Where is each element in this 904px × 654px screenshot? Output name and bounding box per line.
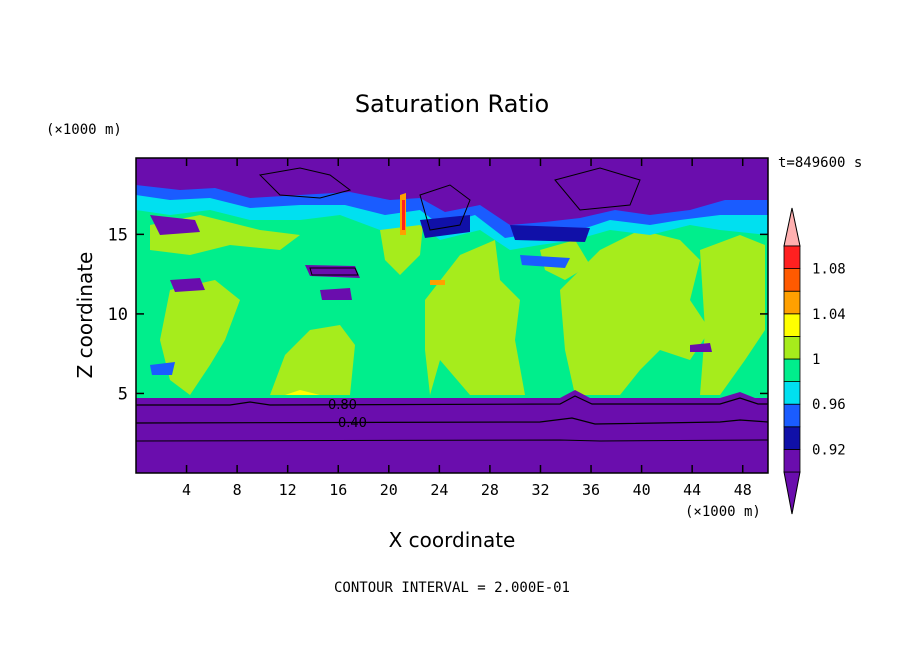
plot-frame [135, 157, 769, 474]
colorbar-swatch [783, 290, 801, 315]
field-region-purple [690, 343, 712, 352]
colorbar-label: 0.96 [812, 397, 846, 413]
x-tick-label: 48 [734, 481, 752, 499]
y-tick-label: 15 [108, 225, 128, 245]
field-lower-dry-layer [136, 390, 768, 473]
colorbar-swatch [783, 268, 801, 292]
x-tick-label: 40 [633, 481, 651, 499]
field-region-yellow [285, 390, 320, 395]
colorbar-under-triangle [783, 471, 801, 515]
field-region-lime [425, 240, 525, 395]
field-region-purple [305, 265, 360, 278]
time-label: t=849600 s [778, 155, 862, 171]
colorbar-swatch [783, 381, 801, 405]
field-region-purple [170, 278, 205, 292]
field-region-red [402, 200, 405, 230]
contour-line-upper [309, 267, 359, 276]
contour-line-upper [419, 184, 471, 231]
field-region-lime [560, 230, 710, 395]
colorbar-swatch [783, 313, 801, 337]
field-region-orange [430, 280, 445, 285]
colorbar-swatch [783, 358, 801, 383]
field-region-lime [270, 325, 355, 395]
colorbar-over-triangle [783, 207, 801, 247]
colorbar-swatch [783, 426, 801, 450]
field-region-purple [150, 215, 200, 235]
contour-line-lower [136, 439, 768, 442]
colorbar-swatch [783, 335, 801, 360]
field-region-dark-blue [420, 215, 470, 238]
colorbar-swatch [783, 403, 801, 428]
colorbar-label: 1 [812, 352, 820, 368]
x-tick-label: 8 [233, 481, 242, 499]
x-tick-label: 36 [582, 481, 600, 499]
colorbar-swatch [783, 448, 801, 473]
colorbar-label: 0.92 [812, 442, 846, 458]
contour-line-0-40 [136, 417, 768, 425]
y-unit-label: (×1000 m) [46, 122, 122, 138]
field-region-purple [136, 158, 768, 225]
colorbar-swatch [783, 245, 801, 270]
y-axis-label: Z coordinate [73, 252, 97, 379]
x-axis: 4 8 12 16 20 24 28 32 36 40 44 48 [182, 158, 752, 499]
x-tick-label: 44 [683, 481, 701, 499]
field-region-blue [150, 362, 175, 375]
contour-line-0-80 [136, 395, 768, 406]
y-axis: 5 10 15 [108, 225, 768, 404]
x-axis-label: X coordinate [389, 528, 516, 552]
colorbar: 1.08 1.04 1 0.96 0.92 [783, 207, 846, 515]
field-region-lime [160, 280, 240, 395]
contour-line-upper [554, 167, 641, 211]
colorbar-label: 1.08 [812, 262, 846, 278]
field-region-purple [320, 288, 352, 300]
x-tick-label: 12 [279, 481, 297, 499]
x-unit-label: (×1000 m) [685, 504, 761, 520]
y-tick-label: 5 [118, 384, 128, 404]
y-tick-label: 10 [108, 305, 128, 325]
x-tick-label: 28 [481, 481, 499, 499]
x-tick-label: 24 [430, 481, 448, 499]
footer-contour-interval: CONTOUR INTERVAL = 2.000E-01 [334, 580, 570, 596]
contour-label-0-40: 0.40 [338, 416, 367, 431]
field-region-dark-blue [510, 225, 590, 242]
x-tick-label: 4 [182, 481, 191, 499]
contour-line-upper [258, 167, 352, 199]
field-region-blue [520, 255, 570, 268]
colorbar-label: 1.04 [812, 307, 846, 323]
x-tick-label: 16 [329, 481, 347, 499]
contour-field [136, 158, 768, 473]
x-tick-label: 20 [380, 481, 398, 499]
contour-label-0-80: 0.80 [328, 398, 357, 413]
field-region-lime [700, 235, 765, 395]
x-tick-label: 32 [531, 481, 549, 499]
chart-title: Saturation Ratio [355, 90, 549, 118]
